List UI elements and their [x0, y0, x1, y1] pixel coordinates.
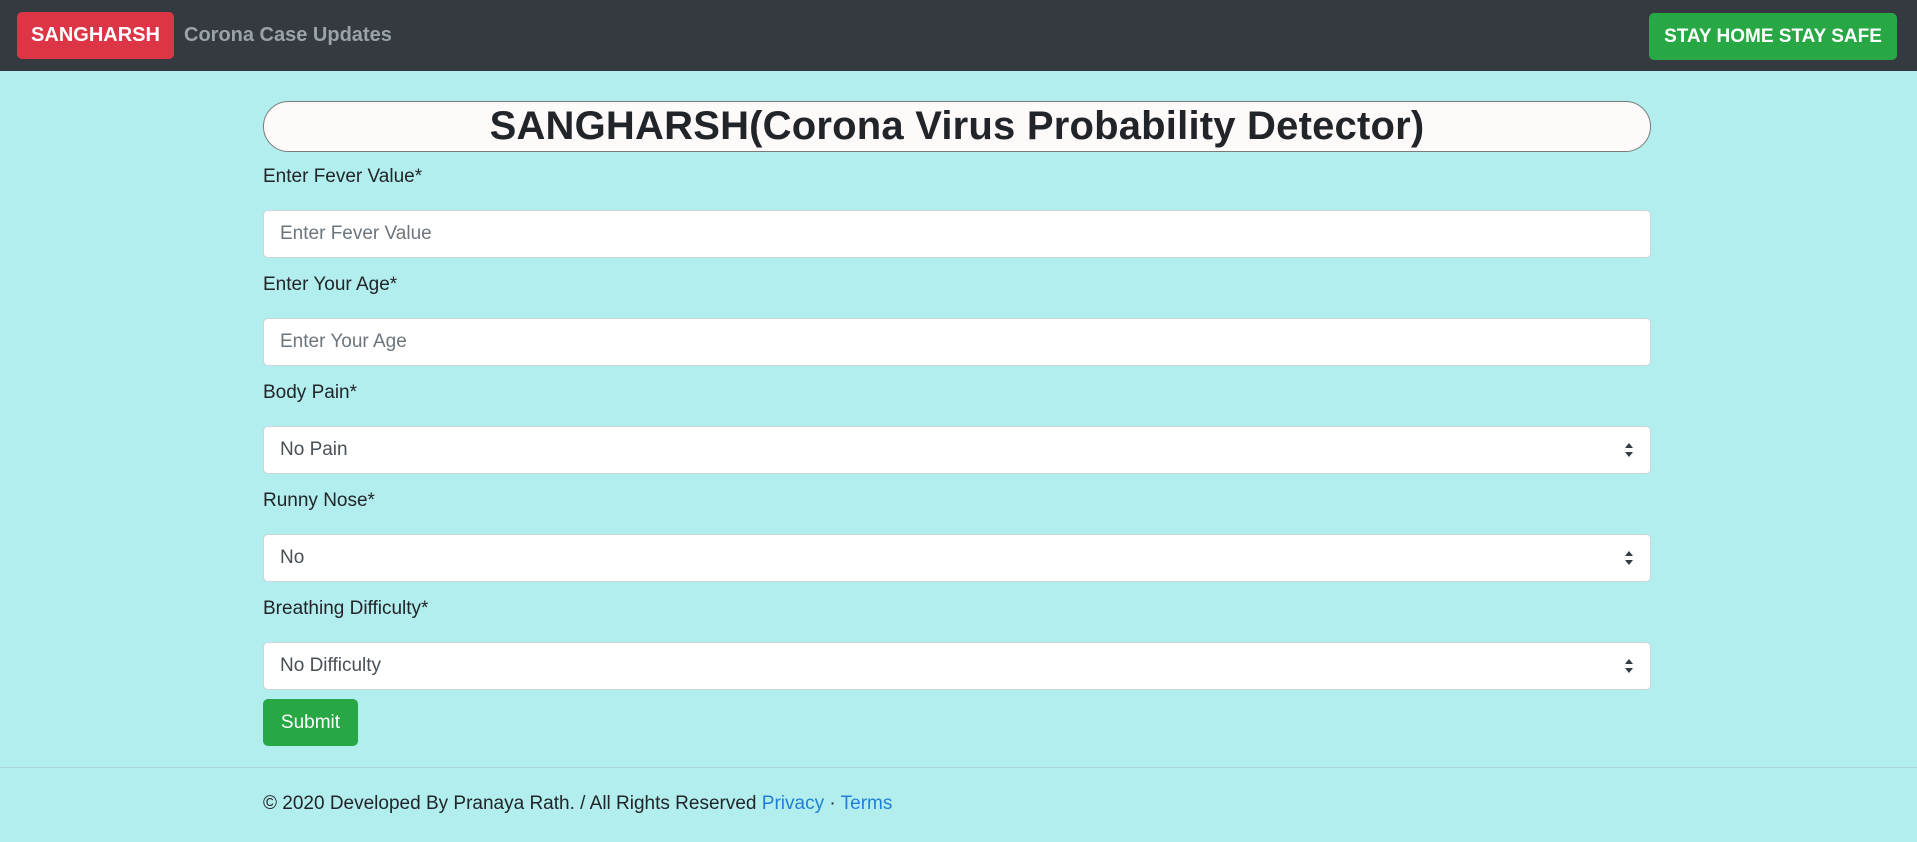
main-container: SANGHARSH(Corona Virus Probability Detec…: [263, 101, 1651, 746]
footer: © 2020 Developed By Pranaya Rath. / All …: [263, 793, 892, 815]
navbar: SANGHARSH Corona Case Updates STAY HOME …: [0, 0, 1917, 71]
fever-label: Enter Fever Value*: [263, 166, 423, 187]
fever-field-wrapper: [263, 210, 1651, 258]
footer-separator: ·: [829, 793, 836, 814]
footer-copyright: © 2020 Developed By Pranaya Rath. / All …: [263, 793, 757, 814]
age-form-group: Enter Your Age*: [263, 274, 1651, 366]
fever-input[interactable]: [280, 211, 1634, 257]
privacy-link[interactable]: Privacy: [761, 793, 825, 814]
submit-button[interactable]: Submit: [263, 699, 358, 746]
page-title-box: SANGHARSH(Corona Virus Probability Detec…: [263, 101, 1651, 152]
body-pain-form-group: Body Pain* No Pain: [263, 382, 1651, 474]
runny-nose-selected-value: No: [280, 547, 305, 568]
page-title: SANGHARSH(Corona Virus Probability Detec…: [489, 104, 1425, 148]
body-pain-label: Body Pain*: [263, 382, 358, 403]
select-arrows-icon: [1625, 551, 1633, 565]
breathing-select[interactable]: No Difficulty: [263, 642, 1651, 690]
brand-button[interactable]: SANGHARSH: [17, 12, 174, 59]
breathing-form-group: Breathing Difficulty* No Difficulty: [263, 598, 1651, 690]
corona-case-updates-link[interactable]: Corona Case Updates: [184, 24, 392, 46]
runny-nose-form-group: Runny Nose* No: [263, 490, 1651, 582]
body-pain-select[interactable]: No Pain: [263, 426, 1651, 474]
body-pain-selected-value: No Pain: [280, 439, 348, 460]
age-label: Enter Your Age*: [263, 274, 398, 295]
select-arrows-icon: [1625, 443, 1633, 457]
runny-nose-select[interactable]: No: [263, 534, 1651, 582]
fever-form-group: Enter Fever Value*: [263, 166, 1651, 258]
breathing-label: Breathing Difficulty*: [263, 598, 429, 619]
age-field-wrapper: [263, 318, 1651, 366]
footer-divider: [0, 767, 1917, 768]
age-input[interactable]: [280, 319, 1634, 365]
terms-link[interactable]: Terms: [840, 793, 893, 814]
stay-home-stay-safe-button[interactable]: STAY HOME STAY SAFE: [1649, 13, 1897, 60]
runny-nose-label: Runny Nose*: [263, 490, 375, 511]
breathing-selected-value: No Difficulty: [280, 655, 382, 676]
select-arrows-icon: [1625, 659, 1633, 673]
